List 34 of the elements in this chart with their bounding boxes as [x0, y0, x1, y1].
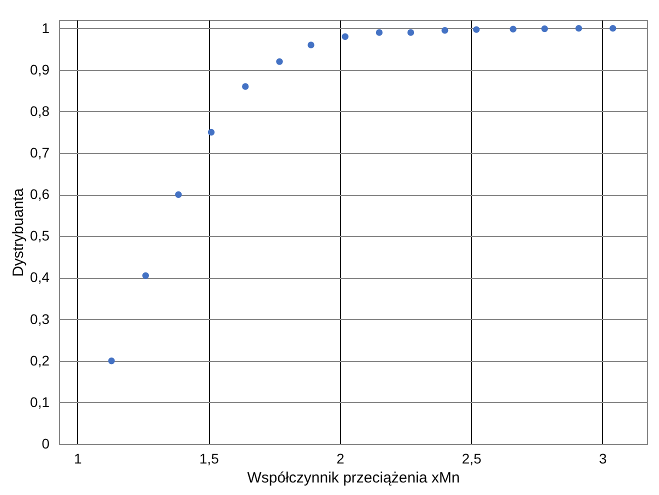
x-tick-label: 2,5 [462, 450, 482, 466]
point [610, 24, 616, 32]
point [342, 33, 348, 40]
point [242, 83, 249, 90]
y-tick-label: 0,2 [30, 352, 50, 368]
point [142, 272, 149, 279]
y-tick-label: 0,7 [30, 144, 50, 161]
y-tick-label: 0,1 [30, 394, 50, 410]
x-tick-label: 3 [598, 450, 607, 466]
x-tick-label: 1 [74, 450, 82, 466]
x-axis-title: Współczynnik przeciążenia xMn [247, 470, 460, 486]
y-tick-label: 0,3 [30, 310, 50, 327]
point [276, 58, 283, 65]
point [208, 128, 215, 136]
y-axis-title: Dystrybuanta [10, 188, 28, 277]
y-tick-label: 0,9 [30, 61, 50, 78]
y-tick-label: 0 [42, 436, 50, 452]
point [575, 24, 582, 32]
point [510, 26, 516, 32]
point [442, 27, 448, 34]
point [541, 25, 548, 32]
x-tick-label: 2 [336, 450, 344, 466]
y-tick-label: 0,4 [30, 269, 50, 286]
y-tick-label: 0,6 [30, 186, 50, 202]
point [175, 191, 182, 198]
y-tick-label: 1 [42, 20, 50, 36]
x-tick-label: 1,5 [199, 450, 220, 466]
point [308, 42, 314, 48]
point [407, 29, 414, 36]
point [376, 29, 383, 36]
y-tick-label: 0,5 [30, 228, 50, 244]
point [108, 358, 115, 364]
point [473, 26, 480, 33]
y-tick-label: 0,8 [30, 102, 50, 119]
